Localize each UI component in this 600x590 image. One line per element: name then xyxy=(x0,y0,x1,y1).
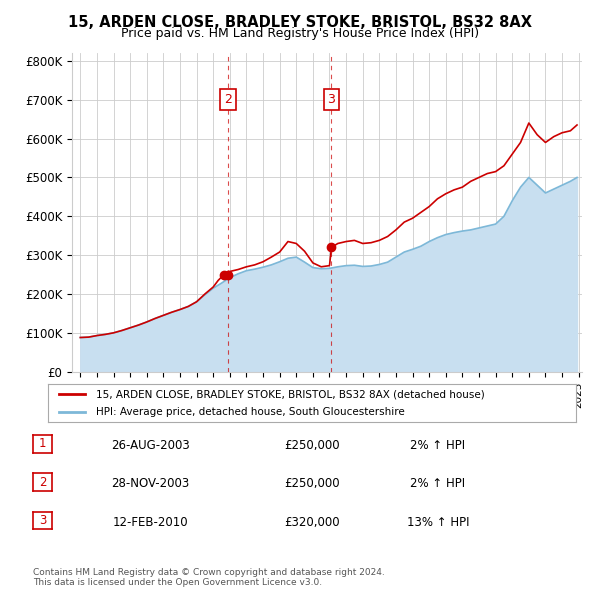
Text: 15, ARDEN CLOSE, BRADLEY STOKE, BRISTOL, BS32 8AX (detached house): 15, ARDEN CLOSE, BRADLEY STOKE, BRISTOL,… xyxy=(95,389,484,399)
Text: 2: 2 xyxy=(39,476,46,489)
Text: 15, ARDEN CLOSE, BRADLEY STOKE, BRISTOL, BS32 8AX: 15, ARDEN CLOSE, BRADLEY STOKE, BRISTOL,… xyxy=(68,15,532,30)
Text: 2: 2 xyxy=(224,93,232,106)
Text: 13% ↑ HPI: 13% ↑ HPI xyxy=(407,516,469,529)
Text: 12-FEB-2010: 12-FEB-2010 xyxy=(112,516,188,529)
Text: Price paid vs. HM Land Registry's House Price Index (HPI): Price paid vs. HM Land Registry's House … xyxy=(121,27,479,40)
Text: 2% ↑ HPI: 2% ↑ HPI xyxy=(410,477,466,490)
Text: £320,000: £320,000 xyxy=(284,516,340,529)
Text: 1: 1 xyxy=(39,437,46,450)
Text: 2% ↑ HPI: 2% ↑ HPI xyxy=(410,439,466,452)
Text: 26-AUG-2003: 26-AUG-2003 xyxy=(110,439,190,452)
Text: 28-NOV-2003: 28-NOV-2003 xyxy=(111,477,189,490)
Text: £250,000: £250,000 xyxy=(284,439,340,452)
Text: £250,000: £250,000 xyxy=(284,477,340,490)
Text: 3: 3 xyxy=(39,514,46,527)
Text: HPI: Average price, detached house, South Gloucestershire: HPI: Average price, detached house, Sout… xyxy=(95,407,404,417)
Text: Contains HM Land Registry data © Crown copyright and database right 2024.
This d: Contains HM Land Registry data © Crown c… xyxy=(33,568,385,587)
Text: 3: 3 xyxy=(328,93,335,106)
